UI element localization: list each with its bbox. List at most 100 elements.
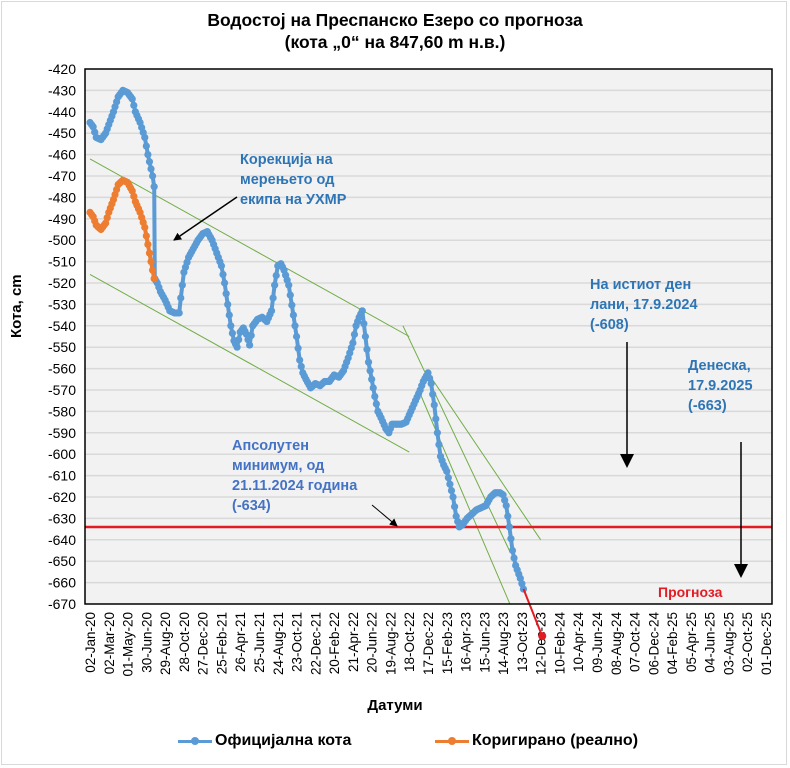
legend-item-corrected[interactable]: Коригирано (реално) [435, 732, 638, 750]
x-tick-label: 06-Dec-24 [646, 612, 661, 676]
official-data-point [430, 401, 438, 409]
x-tick-label: 14-Aug-23 [496, 612, 511, 675]
official-data-point [371, 392, 379, 401]
y-tick-label: -490 [48, 211, 76, 227]
annotation-line: (-663) [688, 398, 727, 414]
official-data-point [148, 172, 157, 180]
official-data-point [145, 158, 154, 166]
x-tick-label: 02-Mar-20 [102, 612, 117, 674]
annotation-line: лани, 17.9.2024 [590, 297, 698, 313]
legend-marker-official [178, 735, 212, 747]
chart-title: Водостој на Преспанско Езеро со прогноза [207, 10, 583, 30]
annotation-line: На истиот ден [590, 277, 692, 293]
x-tick-label: 18-Oct-22 [402, 612, 417, 672]
y-tick-label: -500 [48, 232, 76, 248]
y-tick-label: -420 [48, 61, 76, 77]
x-tick-label: 20-Feb-22 [327, 612, 342, 674]
y-tick-label: -510 [48, 254, 76, 270]
official-data-point [451, 503, 459, 511]
official-data-point [222, 290, 230, 298]
official-data-point [220, 279, 229, 287]
x-tick-label: 24-Aug-21 [271, 612, 286, 675]
official-data-point [147, 165, 155, 173]
x-tick-label: 23-Oct-21 [290, 612, 305, 672]
minimum-arrow [371, 504, 398, 527]
x-axis-label: Датуми [367, 697, 423, 714]
corrected-data-point [148, 266, 157, 274]
official-data-point [267, 307, 276, 315]
x-tick-label: 26-Apr-21 [233, 612, 248, 672]
forecast-point [538, 632, 547, 641]
official-data-point [141, 133, 149, 142]
official-data-point [446, 480, 454, 488]
official-data-point [227, 322, 235, 330]
legend-item-official[interactable]: Официјална кота [178, 732, 351, 750]
official-data-point [272, 271, 280, 280]
annotation-line: екипа на УХМР [240, 192, 347, 208]
official-data-point [366, 367, 374, 375]
annotation-minimum: Апсолутен минимум, од 21.11.2024 година … [232, 436, 357, 516]
official-data-point [444, 474, 452, 482]
x-tick-label: 19-Aug-22 [383, 612, 398, 675]
official-data-point [247, 331, 255, 340]
x-tick-label: 28-Oct-20 [177, 612, 192, 672]
legend-label: Коригирано (реално) [472, 732, 639, 749]
x-tick-label: 20-Jun-22 [365, 612, 380, 673]
official-data-point [228, 329, 236, 337]
x-tick-label: 27-Dec-20 [196, 612, 211, 675]
x-tick-label: 15-Jun-23 [477, 612, 492, 673]
trend-line [89, 274, 410, 453]
forecast-line [522, 588, 544, 637]
x-tick-label: 02-Jan-20 [83, 612, 98, 673]
legend-marker-corrected [435, 735, 469, 747]
y-tick-label: -450 [48, 125, 76, 141]
official-data-point [130, 101, 138, 109]
y-tick-label: -540 [48, 318, 76, 334]
official-data-point [217, 262, 226, 270]
corrected-data-point [141, 223, 149, 231]
official-data-point [225, 311, 233, 319]
official-data-point [507, 535, 515, 543]
trend-line [427, 372, 542, 541]
y-tick-label: -430 [48, 82, 76, 98]
corrected-data-point [142, 232, 150, 240]
official-data-point [292, 332, 301, 341]
x-tick-label: 07-Oct-24 [628, 612, 643, 673]
legend-label: Официјална кота [215, 732, 352, 749]
y-tick-label: -600 [48, 446, 76, 462]
y-tick-label: -470 [48, 168, 76, 184]
official-data-point [177, 294, 185, 302]
x-tick-label: 01-Dec-25 [759, 612, 774, 675]
corrected-data-point [145, 249, 154, 257]
official-data-point [505, 523, 513, 531]
x-tick-label: 22-Dec-21 [308, 612, 323, 675]
annotation-line: 17.9.2025 [688, 378, 753, 394]
official-data-point [432, 415, 440, 423]
official-data-point [510, 554, 518, 562]
corrected-data-point [144, 240, 152, 249]
x-tick-label: 16-Apr-23 [459, 612, 474, 672]
official-data-point [429, 390, 437, 398]
official-data-point [235, 336, 243, 344]
official-data-point [297, 362, 305, 371]
official-data-point [286, 291, 294, 299]
x-tick-label: 03-Aug-25 [721, 612, 736, 675]
official-data-point [150, 183, 158, 191]
x-tick-label: 10-Feb-24 [552, 612, 567, 675]
official-data-point [363, 345, 371, 353]
x-tick-label: 02-Oct-25 [740, 612, 755, 672]
official-data-point [358, 307, 366, 315]
official-data-point [246, 341, 254, 349]
x-tick-label: 29-Aug-20 [158, 612, 173, 675]
official-data-point [224, 300, 232, 308]
official-data-point [142, 142, 150, 150]
annotation-today: Денеска, 17.9.2025 (-663) [688, 356, 753, 416]
annotation-line: Апсолутен [232, 438, 309, 454]
forecast-label: Прогноза [658, 584, 723, 600]
y-tick-label: -640 [48, 532, 76, 548]
official-data-point [219, 270, 227, 279]
official-data-point [294, 344, 302, 352]
official-data-point [435, 440, 443, 449]
